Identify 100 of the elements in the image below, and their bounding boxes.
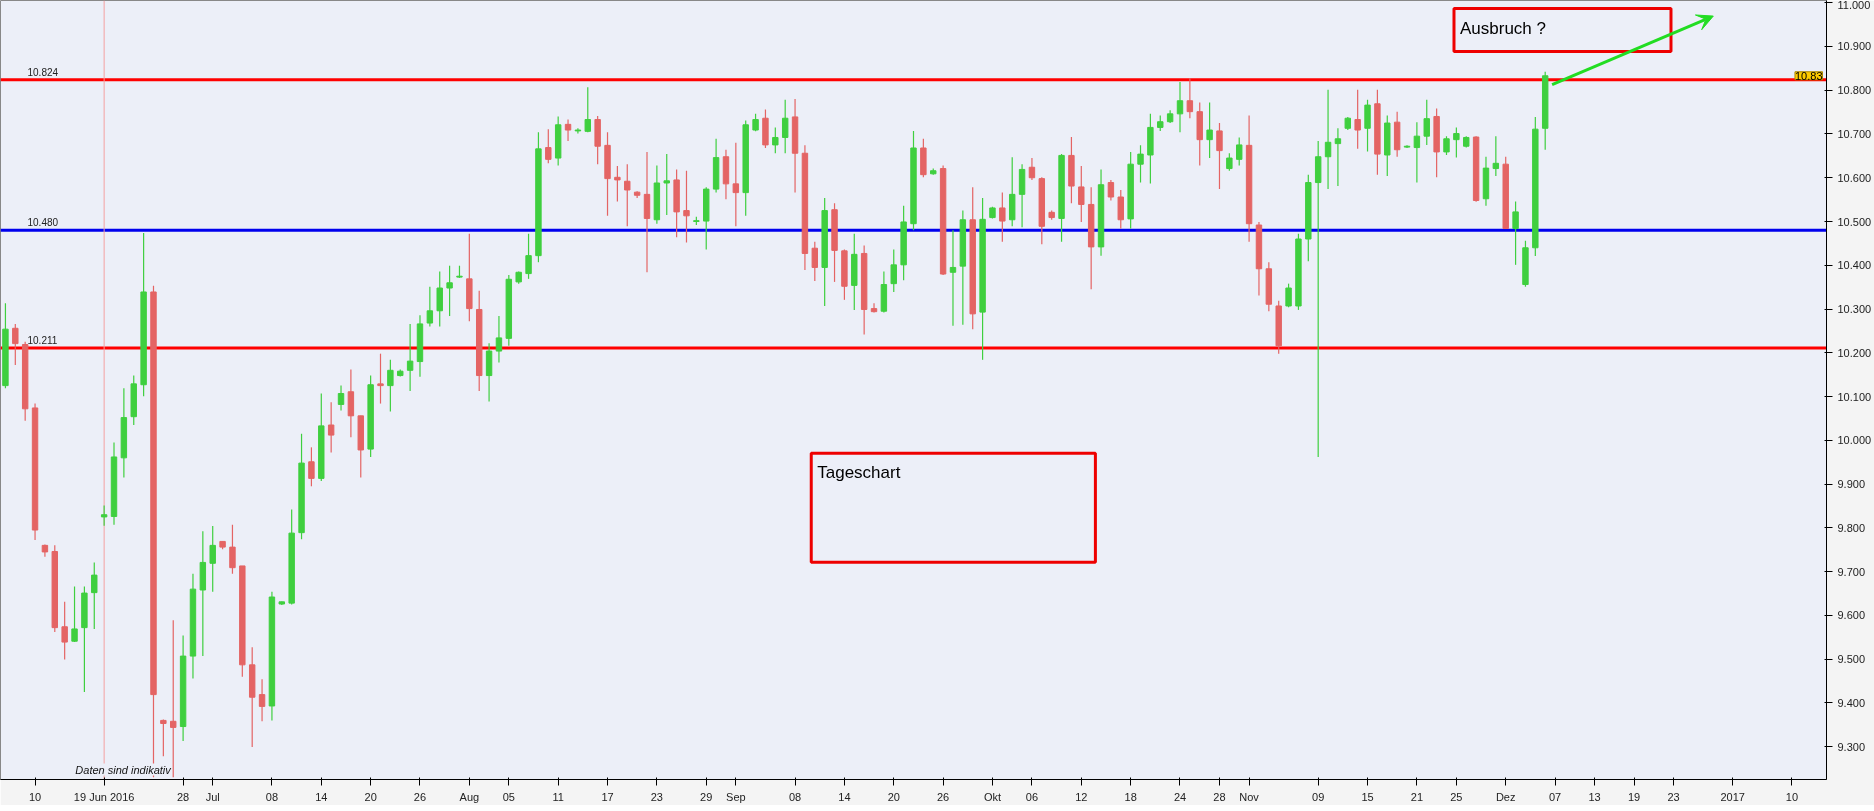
candlestick bbox=[1314, 140, 1322, 458]
y-tick-label: 10.100 bbox=[1837, 390, 1872, 403]
candlestick bbox=[12, 323, 19, 366]
x-tick-label: 28 bbox=[1213, 790, 1226, 803]
x-tick-label: 08 bbox=[265, 790, 279, 803]
x-tick-label: 26 bbox=[936, 790, 950, 803]
x-tick-label: 15 bbox=[1361, 790, 1374, 803]
x-tick-label: 26 bbox=[413, 790, 427, 803]
annotation: Tageschart bbox=[817, 463, 901, 483]
annotation: Ausbruch ? bbox=[1460, 18, 1546, 38]
x-tick-label: 05 bbox=[502, 790, 515, 803]
x-tick-label: 19 bbox=[1627, 790, 1641, 803]
candlestick bbox=[1176, 81, 1184, 133]
annotation: 10.83 bbox=[1794, 69, 1823, 82]
y-tick-label: 9.500 bbox=[1837, 653, 1866, 666]
y-tick-label: 9.600 bbox=[1837, 609, 1866, 622]
x-tick-label: 19 Jun 2016 bbox=[73, 790, 135, 803]
candlestick bbox=[1413, 121, 1421, 184]
candlestick bbox=[1334, 127, 1342, 187]
candlestick bbox=[229, 524, 236, 575]
candlestick bbox=[999, 192, 1006, 243]
x-tick-label: 21 bbox=[1410, 790, 1424, 803]
x-tick-label: 20 bbox=[887, 790, 900, 803]
x-tick-label: 14 bbox=[838, 790, 851, 803]
y-tick-label: 10.800 bbox=[1837, 84, 1872, 97]
x-tick-label: 29 bbox=[700, 790, 713, 803]
x-tick-label: Aug bbox=[459, 790, 480, 803]
candlestick bbox=[614, 165, 621, 202]
candlestick bbox=[1453, 126, 1460, 159]
candlestick bbox=[1512, 200, 1519, 266]
x-tick-label: 11 bbox=[552, 790, 564, 803]
candlestick bbox=[71, 585, 78, 643]
candlestick bbox=[1492, 135, 1500, 177]
y-tick-label: 9.300 bbox=[1837, 740, 1866, 753]
x-tick-label: 09 bbox=[1312, 790, 1325, 803]
y-tick-label: 10.500 bbox=[1837, 215, 1872, 228]
x-tick-label: Sep bbox=[726, 790, 746, 803]
annotation: Daten sind indikativ bbox=[75, 763, 173, 776]
x-tick-label: 24 bbox=[1173, 790, 1187, 803]
candlestick bbox=[781, 99, 789, 154]
candlestick bbox=[1216, 122, 1223, 190]
y-tick-label: 10.300 bbox=[1837, 303, 1872, 316]
candlestick bbox=[258, 678, 266, 722]
y-tick-label: 10.900 bbox=[1837, 40, 1872, 53]
candlestick bbox=[663, 153, 670, 216]
candlestick bbox=[495, 315, 503, 364]
ref-line-label: 10.211 bbox=[27, 334, 58, 346]
x-tick-label: Okt bbox=[983, 790, 1002, 803]
candlestick bbox=[525, 233, 532, 280]
candlestick bbox=[100, 504, 108, 527]
candlestick bbox=[772, 126, 779, 154]
candlestick bbox=[436, 270, 443, 328]
candlestick bbox=[1186, 77, 1194, 119]
candlestick bbox=[308, 446, 315, 487]
candlestick bbox=[624, 163, 631, 227]
x-tick-label: 23 bbox=[650, 790, 664, 803]
candlestick bbox=[1236, 136, 1243, 167]
candlestick bbox=[446, 265, 453, 317]
candlestick bbox=[1107, 179, 1115, 202]
candlestick bbox=[1206, 101, 1213, 159]
candlestick bbox=[1364, 99, 1371, 153]
candlestick bbox=[1423, 99, 1430, 146]
candlestick bbox=[870, 302, 878, 314]
candlestick bbox=[949, 229, 957, 327]
candlestick bbox=[732, 142, 740, 227]
candlestick bbox=[327, 401, 335, 454]
candlestick bbox=[426, 286, 434, 328]
x-tick-label: Dez bbox=[1495, 790, 1516, 803]
x-tick-label: 07 bbox=[1548, 790, 1562, 803]
y-tick-label: 11.000 bbox=[1837, 0, 1871, 11]
x-tick-label: 08 bbox=[788, 790, 802, 803]
x-tick-label: 23 bbox=[1667, 790, 1680, 803]
y-tick-label: 10.200 bbox=[1837, 346, 1872, 359]
x-tick-label: 14 bbox=[315, 790, 328, 803]
y-tick-label: 10.700 bbox=[1837, 127, 1872, 140]
x-tick-label: 10 bbox=[28, 790, 42, 803]
candlestick bbox=[683, 170, 690, 244]
x-tick-label: 06 bbox=[1025, 790, 1039, 803]
ref-line-label: 10.824 bbox=[27, 66, 59, 78]
candlestick bbox=[1117, 189, 1124, 230]
candlestick bbox=[377, 353, 384, 405]
x-tick-label: 20 bbox=[364, 790, 377, 803]
y-tick-label: 10.600 bbox=[1837, 171, 1872, 184]
x-tick-label: 2017 bbox=[1720, 790, 1745, 803]
candlestick bbox=[890, 248, 897, 293]
y-tick-label: 10.000 bbox=[1837, 434, 1872, 447]
candlestick bbox=[160, 718, 167, 757]
y-tick-label: 9.700 bbox=[1837, 565, 1866, 578]
candlestick bbox=[1324, 89, 1332, 190]
candlestick bbox=[574, 127, 582, 135]
candlestick bbox=[1443, 135, 1450, 156]
x-tick-label: 28 bbox=[176, 790, 190, 803]
x-tick-label: Jul bbox=[205, 790, 220, 803]
candlestick bbox=[811, 241, 819, 282]
candlestick bbox=[1137, 144, 1144, 184]
candlestick bbox=[545, 128, 552, 164]
candlestick bbox=[584, 86, 591, 133]
candlestick bbox=[91, 561, 98, 630]
x-tick-label: 12 bbox=[1075, 790, 1088, 803]
y-tick-label: 9.800 bbox=[1837, 521, 1866, 534]
